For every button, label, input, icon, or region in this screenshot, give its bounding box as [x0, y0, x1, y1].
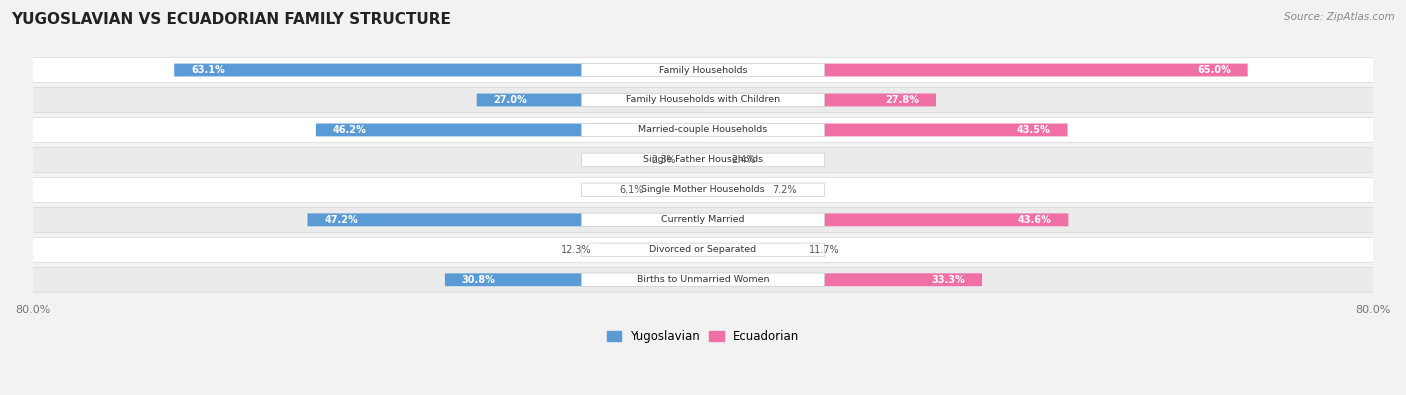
FancyBboxPatch shape — [582, 183, 824, 197]
Text: 47.2%: 47.2% — [325, 215, 359, 225]
Text: 63.1%: 63.1% — [191, 65, 225, 75]
Text: 33.3%: 33.3% — [932, 275, 966, 285]
Text: 43.5%: 43.5% — [1017, 125, 1050, 135]
FancyBboxPatch shape — [703, 124, 1067, 136]
Text: Source: ZipAtlas.com: Source: ZipAtlas.com — [1284, 12, 1395, 22]
FancyBboxPatch shape — [444, 273, 703, 286]
FancyBboxPatch shape — [32, 58, 1374, 83]
FancyBboxPatch shape — [32, 177, 1374, 202]
FancyBboxPatch shape — [703, 154, 723, 166]
FancyBboxPatch shape — [477, 94, 703, 106]
Text: Family Households with Children: Family Households with Children — [626, 96, 780, 105]
FancyBboxPatch shape — [703, 64, 1247, 77]
Text: Single Mother Households: Single Mother Households — [641, 185, 765, 194]
Text: Currently Married: Currently Married — [661, 215, 745, 224]
Text: 65.0%: 65.0% — [1197, 65, 1230, 75]
Text: Family Households: Family Households — [659, 66, 747, 75]
FancyBboxPatch shape — [652, 183, 703, 196]
FancyBboxPatch shape — [582, 213, 824, 227]
FancyBboxPatch shape — [582, 93, 824, 107]
Text: 46.2%: 46.2% — [333, 125, 367, 135]
FancyBboxPatch shape — [582, 243, 824, 256]
Text: YUGOSLAVIAN VS ECUADORIAN FAMILY STRUCTURE: YUGOSLAVIAN VS ECUADORIAN FAMILY STRUCTU… — [11, 12, 451, 27]
Text: 30.8%: 30.8% — [461, 275, 495, 285]
FancyBboxPatch shape — [582, 153, 824, 167]
FancyBboxPatch shape — [703, 94, 936, 106]
Text: 12.3%: 12.3% — [561, 245, 592, 255]
FancyBboxPatch shape — [32, 118, 1374, 142]
FancyBboxPatch shape — [32, 207, 1374, 232]
FancyBboxPatch shape — [582, 273, 824, 286]
Text: Single Father Households: Single Father Households — [643, 155, 763, 164]
FancyBboxPatch shape — [703, 273, 981, 286]
Text: 27.0%: 27.0% — [494, 95, 527, 105]
FancyBboxPatch shape — [582, 123, 824, 137]
FancyBboxPatch shape — [32, 267, 1374, 292]
FancyBboxPatch shape — [32, 88, 1374, 113]
Text: 11.7%: 11.7% — [810, 245, 839, 255]
FancyBboxPatch shape — [32, 237, 1374, 262]
FancyBboxPatch shape — [308, 213, 703, 226]
FancyBboxPatch shape — [703, 183, 763, 196]
Text: 43.6%: 43.6% — [1018, 215, 1052, 225]
FancyBboxPatch shape — [600, 243, 703, 256]
Legend: Yugoslavian, Ecuadorian: Yugoslavian, Ecuadorian — [602, 325, 804, 348]
Text: 27.8%: 27.8% — [886, 95, 920, 105]
FancyBboxPatch shape — [683, 154, 703, 166]
FancyBboxPatch shape — [582, 63, 824, 77]
Text: Divorced or Separated: Divorced or Separated — [650, 245, 756, 254]
FancyBboxPatch shape — [703, 243, 801, 256]
FancyBboxPatch shape — [32, 147, 1374, 172]
FancyBboxPatch shape — [703, 213, 1069, 226]
FancyBboxPatch shape — [316, 124, 703, 136]
Text: Births to Unmarried Women: Births to Unmarried Women — [637, 275, 769, 284]
Text: 6.1%: 6.1% — [619, 185, 644, 195]
Text: 2.4%: 2.4% — [731, 155, 756, 165]
Text: 7.2%: 7.2% — [772, 185, 796, 195]
Text: 2.3%: 2.3% — [651, 155, 675, 165]
FancyBboxPatch shape — [174, 64, 703, 77]
Text: Married-couple Households: Married-couple Households — [638, 126, 768, 134]
